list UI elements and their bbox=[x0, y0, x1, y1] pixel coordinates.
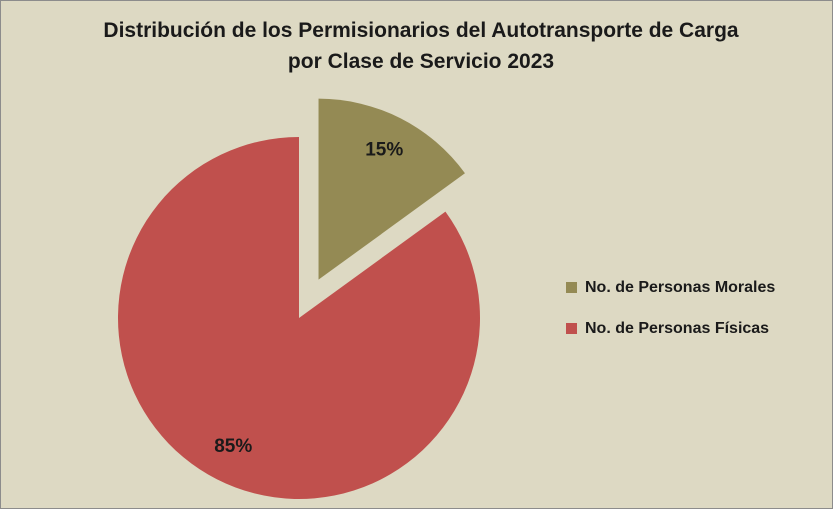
data-label: 85% bbox=[214, 436, 252, 457]
legend-label: No. de Personas Morales bbox=[585, 279, 775, 296]
pie-slice bbox=[318, 98, 465, 280]
legend-swatch bbox=[566, 282, 577, 293]
chart-title: Distribución de los Permisionarios del A… bbox=[103, 19, 739, 73]
legend-swatch bbox=[566, 323, 577, 334]
legend-label: No. de Personas Físicas bbox=[585, 320, 769, 337]
data-label: 15% bbox=[365, 140, 403, 161]
pie-slice bbox=[118, 137, 481, 500]
